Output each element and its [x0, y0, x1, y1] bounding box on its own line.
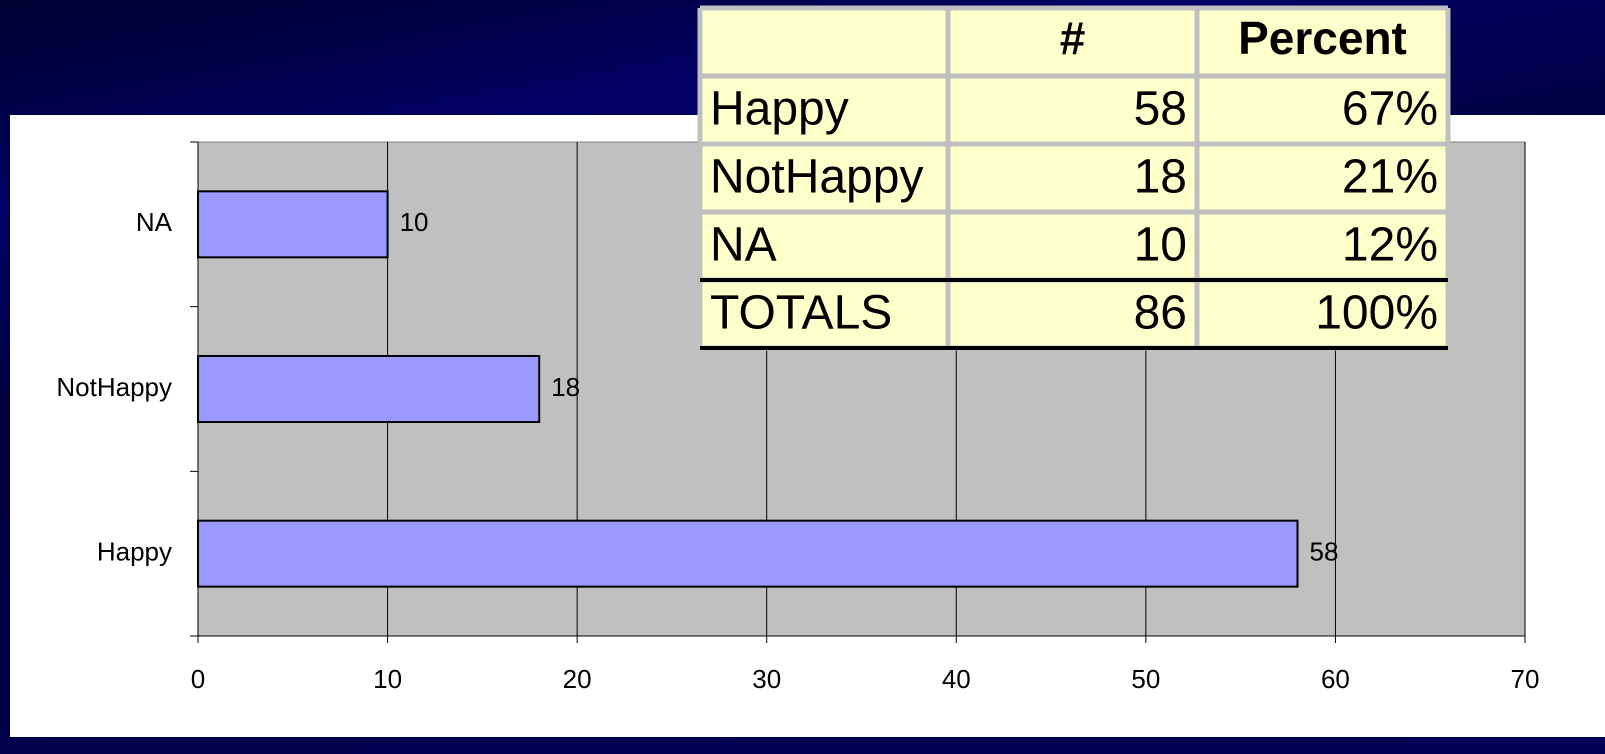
x-tick-label: 0 [191, 664, 205, 694]
table-cell: 10 [1134, 219, 1187, 272]
table-cell: 67% [1342, 83, 1438, 136]
row-label: NotHappy [710, 151, 923, 204]
bar [197, 190, 389, 259]
x-tick-label: 70 [1511, 664, 1540, 694]
x-tick-label: 50 [1131, 664, 1160, 694]
x-tick-label: 10 [373, 664, 402, 694]
bar [197, 519, 1299, 588]
table-cell: 12% [1342, 219, 1438, 272]
y-tick-label: NA [136, 207, 173, 237]
x-tick-label: 30 [752, 664, 781, 694]
table-cell: 86 [1134, 287, 1187, 340]
value-label: 58 [1310, 537, 1339, 567]
value-label: 18 [551, 372, 580, 402]
row-label: TOTALS [710, 287, 892, 340]
x-tick-label: 40 [942, 664, 971, 694]
table-header: Percent [1238, 12, 1407, 64]
value-label: 10 [400, 207, 429, 237]
table-cell: 21% [1342, 151, 1438, 204]
table-cell: 100% [1315, 287, 1438, 340]
row-label: NA [710, 219, 777, 272]
x-tick-label: 20 [563, 664, 592, 694]
table-header: # [1060, 12, 1086, 64]
y-tick-label: Happy [97, 537, 172, 567]
x-tick-label: 60 [1321, 664, 1350, 694]
y-tick-label: NotHappy [56, 372, 172, 402]
table-cell: 58 [1134, 83, 1187, 136]
bar [197, 355, 541, 423]
table-bg [700, 8, 1448, 348]
table-cell: 18 [1134, 151, 1187, 204]
row-label: Happy [710, 83, 849, 136]
